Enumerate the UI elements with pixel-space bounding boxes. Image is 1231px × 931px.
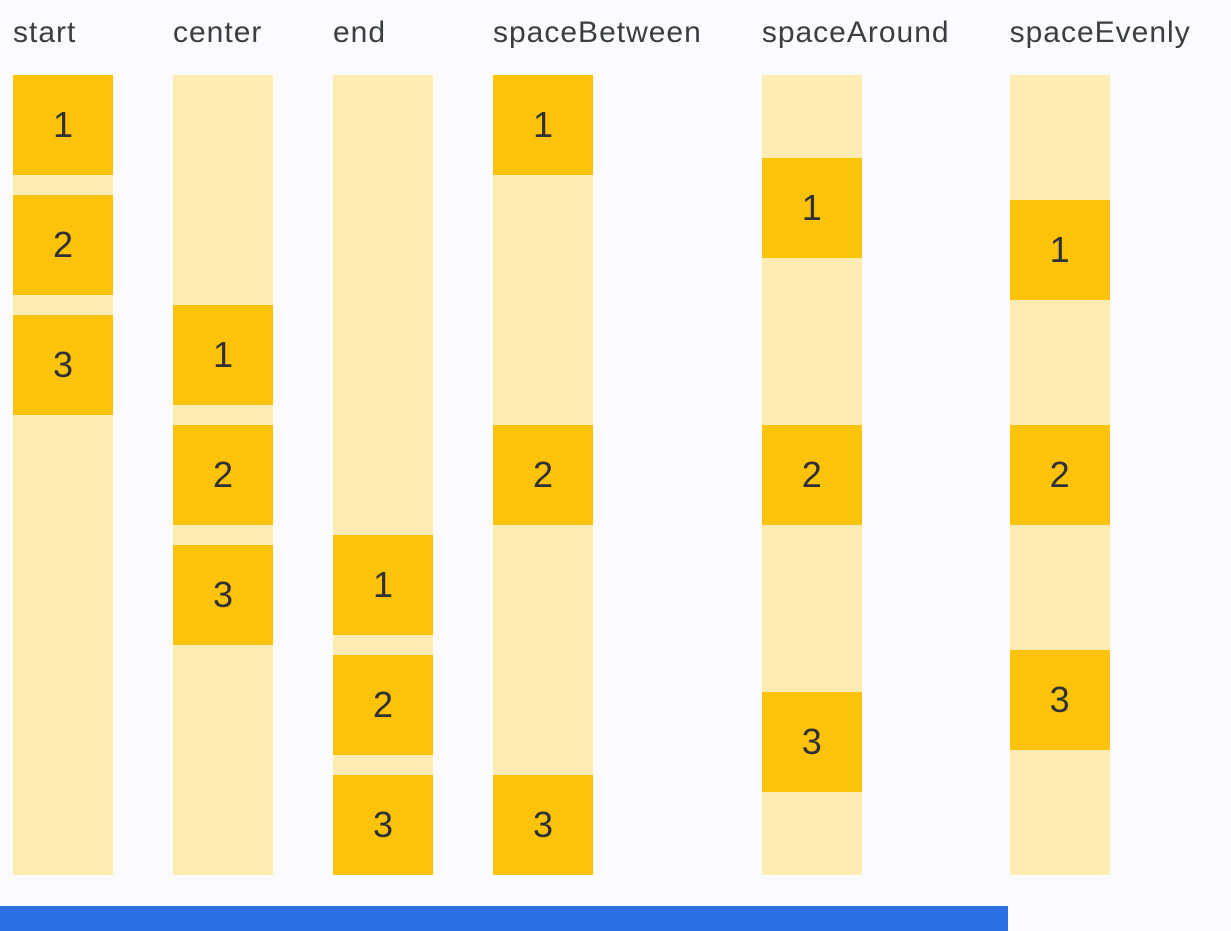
numbered-box: 3 xyxy=(1009,650,1110,750)
column-track: 1 2 3 xyxy=(333,75,433,875)
column-label: end xyxy=(333,16,387,49)
column-track: 1 2 3 xyxy=(173,75,273,875)
numbered-box: 3 xyxy=(173,545,273,645)
column-label: spaceAround xyxy=(761,16,950,49)
numbered-box: 1 xyxy=(333,535,433,635)
column-label: start xyxy=(13,16,77,49)
numbered-box: 3 xyxy=(333,775,433,875)
column-label: spaceEvenly xyxy=(1009,16,1191,49)
justify-content-demo: start 1 2 3 center 1 2 3 end 1 2 3 spaceBetween 1 2 3 sp… xyxy=(13,13,1191,875)
alignment-column-start: start 1 2 3 xyxy=(13,13,113,875)
column-track: 1 2 3 xyxy=(13,75,113,875)
numbered-box: 3 xyxy=(493,775,593,875)
numbered-box: 3 xyxy=(13,315,113,415)
numbered-box: 1 xyxy=(493,75,593,175)
numbered-box: 2 xyxy=(1009,425,1110,525)
alignment-column-spaceAround: spaceAround 1 2 3 xyxy=(761,13,950,875)
alignment-column-center: center 1 2 3 xyxy=(173,13,273,875)
column-label: spaceBetween xyxy=(493,16,702,49)
column-label: center xyxy=(173,16,263,49)
column-track: 1 2 3 xyxy=(761,75,862,875)
alignment-column-end: end 1 2 3 xyxy=(333,13,433,875)
alignment-column-spaceBetween: spaceBetween 1 2 3 xyxy=(493,13,702,875)
numbered-box: 1 xyxy=(761,158,862,259)
numbered-box: 1 xyxy=(1009,200,1110,300)
column-track: 1 2 3 xyxy=(493,75,593,875)
numbered-box: 2 xyxy=(761,424,862,525)
numbered-box: 1 xyxy=(13,75,113,175)
bottom-blue-bar xyxy=(0,906,1008,931)
numbered-box: 2 xyxy=(173,425,273,525)
numbered-box: 2 xyxy=(13,195,113,295)
numbered-box: 2 xyxy=(333,655,433,755)
numbered-box: 2 xyxy=(493,425,593,525)
numbered-box: 1 xyxy=(173,305,273,405)
alignment-column-spaceEvenly: spaceEvenly 1 2 3 xyxy=(1009,13,1191,875)
numbered-box: 3 xyxy=(761,691,862,792)
column-track: 1 2 3 xyxy=(1009,75,1110,875)
